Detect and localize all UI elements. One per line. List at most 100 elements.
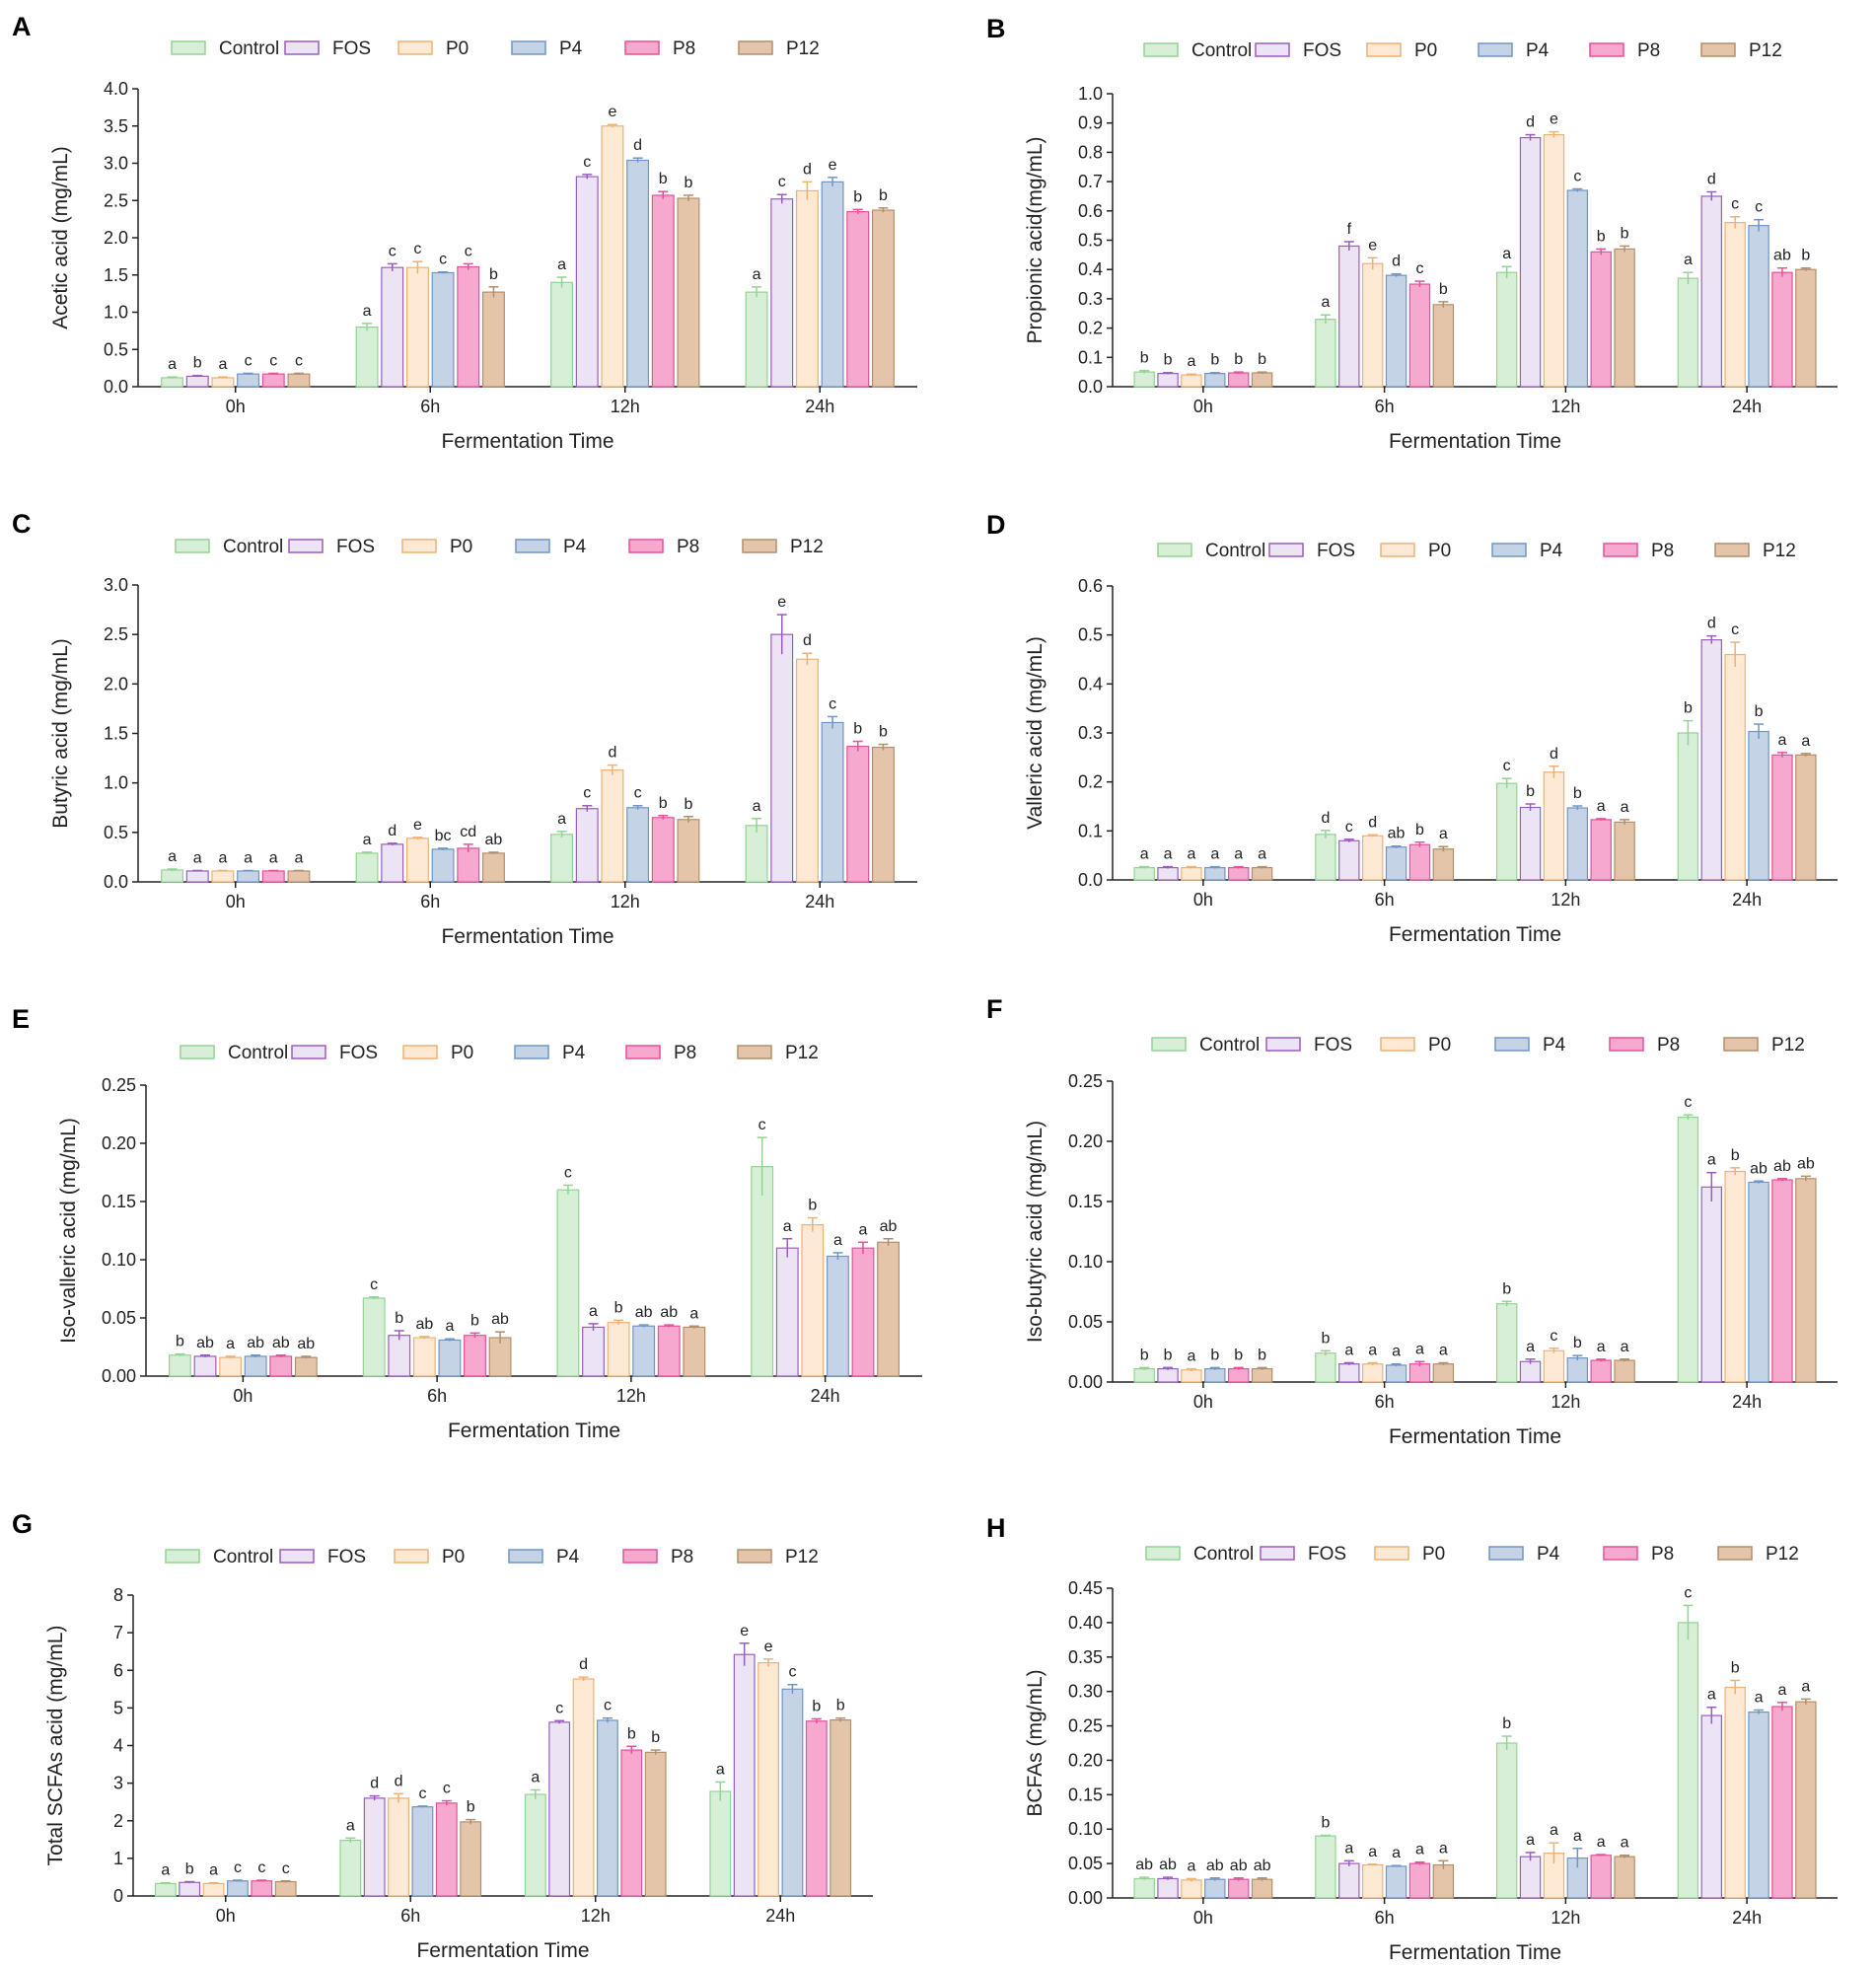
x-axis-title: Fermentation Time	[441, 430, 613, 453]
significance-label: a	[1550, 1822, 1558, 1839]
x-tick-label: 6h	[420, 397, 440, 416]
bar	[179, 1881, 201, 1897]
significance-label: d	[1321, 810, 1330, 827]
significance-label: b	[812, 1698, 821, 1714]
y-tick-label: 1.5	[104, 724, 128, 744]
legend-label: P12	[785, 1547, 819, 1567]
legend-label: Control	[213, 1547, 273, 1567]
legend-swatch	[628, 539, 664, 553]
significance-label: c	[634, 785, 642, 802]
panel-c: C Control FOS P0 P4 P8 P12 0.0 0.5 1.0 1.5 2.0 2.5 3.…	[12, 509, 917, 948]
significance-label: ab	[1230, 1858, 1248, 1874]
significance-label: e	[829, 157, 837, 174]
bar	[575, 176, 599, 388]
bar	[1361, 835, 1384, 881]
bar	[1157, 1877, 1179, 1899]
bar	[1771, 271, 1793, 388]
y-tick-label: 1.0	[104, 303, 128, 323]
y-tick-label: 3.5	[104, 116, 128, 136]
significance-label: a	[1210, 846, 1219, 863]
significance-label: d	[370, 1776, 379, 1792]
bar	[261, 373, 285, 388]
x-tick-label: 0h	[1193, 890, 1213, 910]
legend-label: P8	[673, 38, 695, 59]
bar	[1519, 1856, 1542, 1899]
significance-label: a	[1187, 353, 1195, 370]
significance-label: c	[1684, 1584, 1692, 1601]
bar	[1432, 848, 1455, 881]
significance-label: b	[1731, 1660, 1740, 1677]
significance-label: ab	[415, 1316, 433, 1333]
significance-label: ab	[297, 1336, 315, 1352]
legend-swatch	[1488, 1546, 1524, 1561]
bar	[626, 159, 650, 388]
bar	[1133, 371, 1155, 388]
bar	[363, 1797, 386, 1897]
legend-label: P4	[563, 537, 587, 557]
panel-letter: A	[12, 12, 32, 41]
bar	[795, 189, 819, 388]
significance-label: b	[1502, 1280, 1511, 1297]
bar	[1566, 1356, 1589, 1383]
bar	[758, 1662, 779, 1897]
significance-label: ab	[247, 1335, 264, 1351]
legend-swatch	[171, 40, 206, 55]
significance-label: a	[1368, 1342, 1377, 1358]
significance-label: c	[282, 1860, 290, 1877]
legend-label: Control	[1191, 40, 1252, 61]
significance-label: c	[370, 1276, 378, 1293]
significance-label: b	[1731, 1147, 1740, 1164]
significance-label: a	[269, 849, 278, 866]
legend-label: P8	[1637, 40, 1660, 61]
legend-label: Control	[1199, 1035, 1260, 1056]
bar	[733, 1653, 756, 1897]
bar	[1677, 1116, 1699, 1383]
x-tick-label: 0h	[216, 1906, 236, 1926]
significance-label: c	[1415, 260, 1423, 277]
y-axis-title: Valleric acid (mg/mL)	[1024, 636, 1046, 830]
x-tick-label: 0h	[233, 1386, 253, 1406]
y-tick-label: 0.10	[1068, 1819, 1103, 1839]
bar	[1338, 839, 1360, 881]
significance-label: c	[1550, 1328, 1557, 1345]
significance-label: ab	[880, 1218, 898, 1235]
bar	[871, 209, 895, 388]
significance-label: c	[583, 154, 591, 171]
y-tick-label: 0.4	[1078, 674, 1103, 693]
legend-swatch	[1723, 1037, 1759, 1052]
significance-label: a	[193, 849, 202, 866]
significance-label: a	[1187, 1348, 1195, 1365]
y-tick-label: 0.25	[102, 1075, 136, 1095]
legend-swatch	[1589, 42, 1624, 57]
legend-label: P12	[1771, 1035, 1805, 1056]
significance-label: d	[1707, 171, 1716, 187]
x-axis-title: Fermentation Time	[1389, 1425, 1561, 1448]
significance-label: c	[443, 1781, 451, 1797]
y-tick-label: 0.15	[1068, 1785, 1103, 1804]
significance-label: ab	[1773, 1158, 1791, 1175]
significance-label: c	[465, 243, 472, 259]
bar	[851, 1247, 875, 1377]
x-tick-label: 6h	[400, 1906, 420, 1926]
y-tick-label: 0.20	[1068, 1131, 1103, 1151]
bar	[550, 834, 574, 883]
bar	[411, 1806, 434, 1897]
bar	[294, 1356, 318, 1377]
bar	[202, 1882, 225, 1897]
significance-label: e	[1550, 111, 1558, 128]
bar	[185, 375, 209, 388]
significance-label: a	[1597, 798, 1606, 815]
significance-label: a	[1621, 1835, 1629, 1852]
bar	[274, 1880, 297, 1897]
bar	[626, 807, 650, 883]
bar	[388, 1335, 411, 1377]
significance-label: a	[1187, 1858, 1195, 1874]
bar	[1795, 1178, 1817, 1383]
legend-label: P12	[785, 1043, 819, 1063]
legend-label: Control	[223, 537, 283, 557]
significance-label: c	[604, 1698, 612, 1714]
bar	[227, 1880, 249, 1897]
legend-swatch	[279, 1549, 315, 1564]
bar	[1700, 1714, 1722, 1899]
significance-label: a	[1573, 1828, 1582, 1845]
